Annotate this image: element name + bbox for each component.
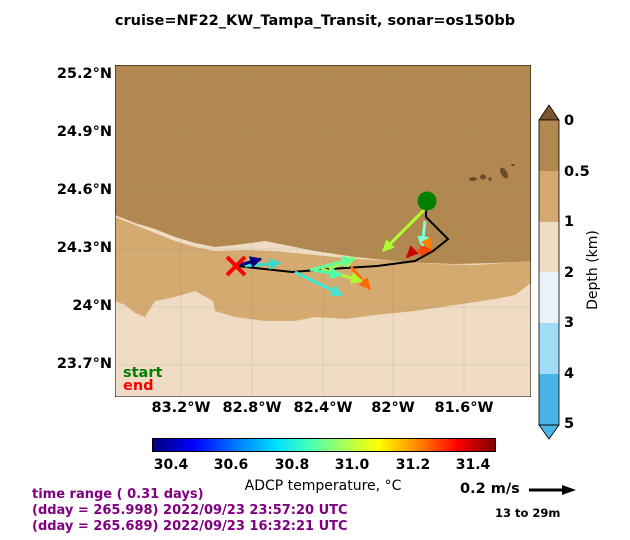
depth-colorbar (538, 104, 560, 440)
lat-label-24: 24°N (72, 298, 112, 314)
temperature-bar-label: ADCP temperature, °C (244, 478, 402, 494)
depth-tick-3: 3 (564, 315, 575, 331)
depth-tick-1: 1 (564, 214, 575, 230)
map-panel (115, 65, 531, 397)
figure-title: cruise=NF22_KW_Tampa_Transit, sonar=os15… (114, 13, 516, 29)
depth-tick-2: 2 (564, 265, 575, 281)
lon-label-82: 82°W (371, 400, 415, 416)
depth-tick-5: 5 (564, 416, 575, 432)
depth-tick-0: 0 (564, 113, 575, 129)
islands (469, 164, 515, 181)
lon-label-81.6: 81.6°W (434, 400, 494, 416)
velocity-vectors (239, 207, 433, 297)
temp-tick-31.2: 31.2 (395, 457, 431, 473)
temp-tick-30.8: 30.8 (274, 457, 310, 473)
time-end: (dday = 265.998) 2022/09/23 23:57:20 UTC (32, 503, 348, 518)
lon-label-82.4: 82.4°W (293, 400, 353, 416)
time-start: (dday = 265.689) 2022/09/23 16:32:21 UTC (32, 519, 348, 534)
lat-label-24.6: 24.6°N (56, 182, 112, 198)
scale-arrow (529, 485, 576, 495)
depth-tick-4: 4 (564, 366, 575, 382)
lat-label-24.9: 24.9°N (56, 124, 112, 140)
lat-label-23.7: 23.7°N (56, 356, 112, 372)
grid-lines (115, 65, 531, 397)
lon-label-82.8: 82.8°W (222, 400, 282, 416)
temp-tick-31.4: 31.4 (455, 457, 491, 473)
scale-label: 0.2 m/s (460, 481, 520, 497)
lat-label-25.2: 25.2°N (56, 66, 112, 82)
temp-tick-30.6: 30.6 (213, 457, 249, 473)
end-marker (225, 255, 247, 277)
cruise-track (236, 201, 450, 274)
temp-tick-31.0: 31.0 (334, 457, 370, 473)
temp-tick-30.4: 30.4 (153, 457, 189, 473)
lon-label-83.2: 83.2°W (151, 400, 211, 416)
legend-end: end (123, 378, 154, 394)
scale-depth-range: 13 to 29m (495, 506, 561, 520)
legend-start: start (123, 365, 163, 381)
depth-tick-0.5: 0.5 (564, 164, 590, 180)
depth-bar-label: Depth (km) (585, 230, 601, 310)
time-range: time range ( 0.31 days) (32, 487, 204, 502)
start-marker (417, 191, 437, 211)
lat-label-24.3: 24.3°N (56, 240, 112, 256)
temperature-colorbar (152, 438, 496, 452)
